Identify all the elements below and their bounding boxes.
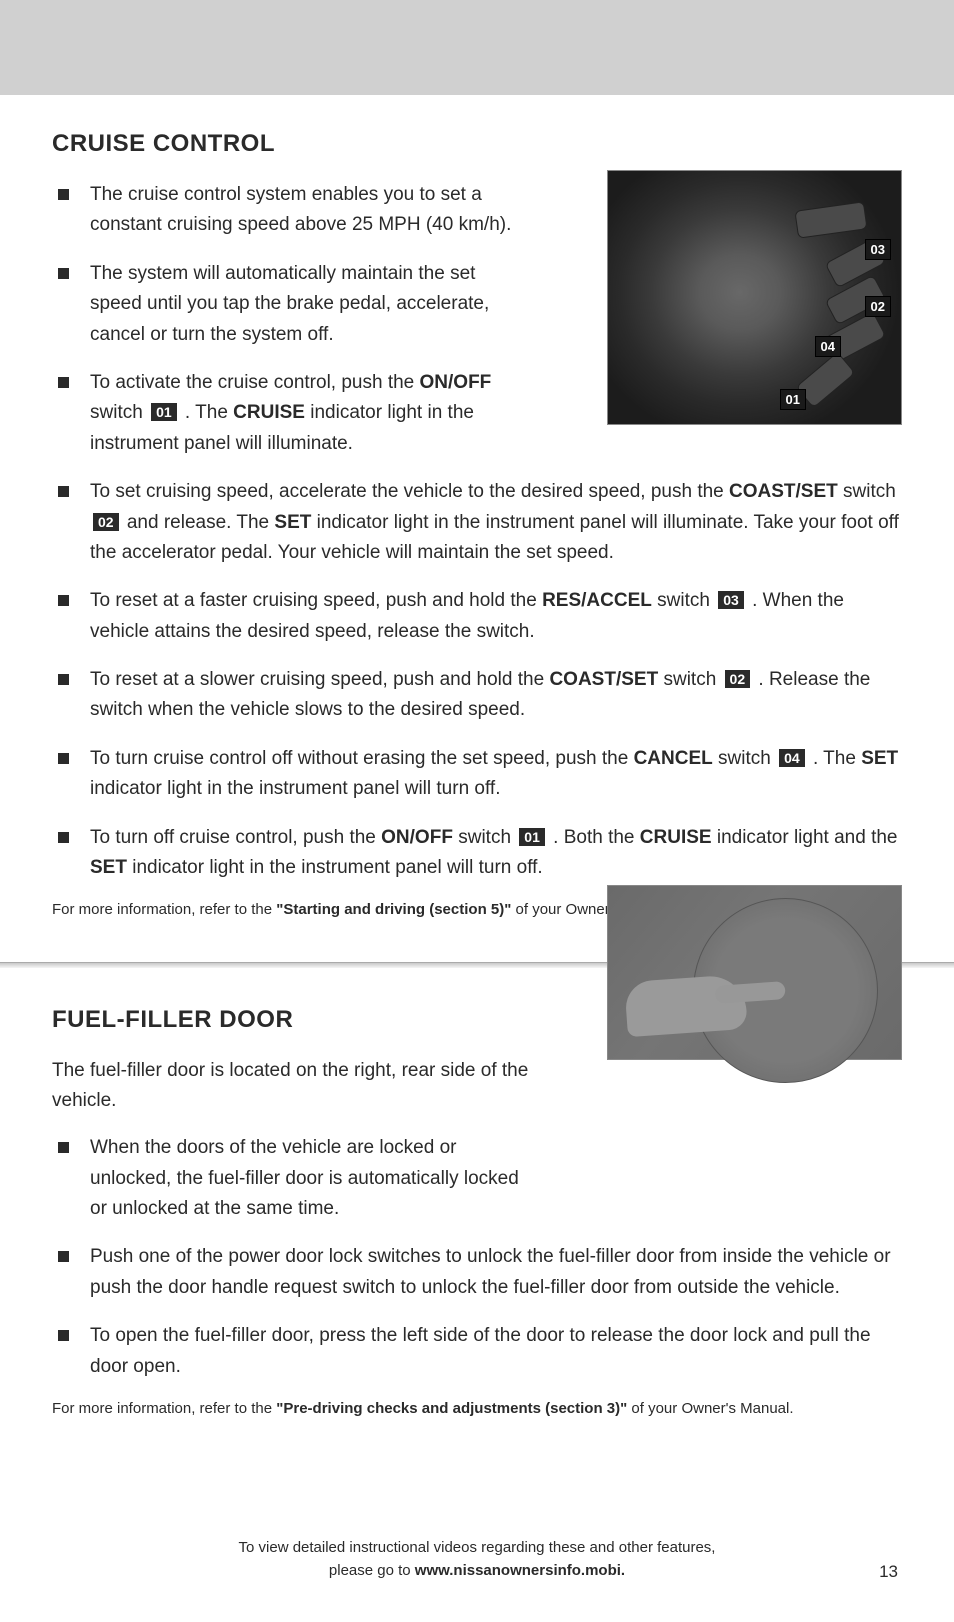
bold-text: RES/ACCEL	[542, 590, 652, 611]
bold-text: COAST/SET	[729, 481, 838, 502]
text: . The	[180, 402, 234, 423]
text: switch	[838, 481, 896, 502]
list-item: When the doors of the vehicle are locked…	[52, 1133, 522, 1224]
text: To activate the cruise control, push the	[90, 372, 420, 393]
text: To reset at a slower cruising speed, pus…	[90, 669, 549, 690]
bold-text: SET	[861, 748, 898, 769]
list-item: The cruise control system enables you to…	[52, 180, 522, 241]
callout-box: 02	[725, 670, 751, 688]
footer-text: please go to	[329, 1562, 415, 1579]
bold-text: SET	[90, 857, 127, 878]
content-area: CRUISE CONTROL The cruise control system…	[0, 95, 954, 962]
page-number: 13	[879, 1562, 898, 1582]
cruise-control-list: The cruise control system enables you to…	[52, 180, 902, 883]
bold-text: ON/OFF	[420, 372, 492, 393]
section-title: FUEL-FILLER DOOR	[52, 1006, 902, 1034]
text: . The	[808, 748, 862, 769]
list-item: To turn off cruise control, push the ON/…	[52, 823, 902, 884]
bold-text: CANCEL	[634, 748, 713, 769]
list-item: To set cruising speed, accelerate the ve…	[52, 477, 902, 568]
text: To reset at a faster cruising speed, pus…	[90, 590, 542, 611]
list-item: To reset at a slower cruising speed, pus…	[52, 665, 902, 726]
footnote-bold: "Pre-driving checks and adjustments (sec…	[276, 1400, 627, 1417]
list-item: To activate the cruise control, push the…	[52, 368, 522, 459]
fuel-filler-list: When the doors of the vehicle are locked…	[52, 1133, 902, 1382]
cruise-control-section: CRUISE CONTROL The cruise control system…	[52, 130, 902, 962]
footer-line-1: To view detailed instructional videos re…	[0, 1537, 954, 1560]
section-title: CRUISE CONTROL	[52, 130, 902, 158]
fuel-filler-section: FUEL-FILLER DOOR The fuel-filler door is…	[52, 1006, 902, 1461]
text: switch	[90, 402, 148, 423]
text: indicator light in the instrument panel …	[127, 857, 543, 878]
footnote: For more information, refer to the "Pre-…	[52, 1400, 902, 1441]
list-item: The system will automatically maintain t…	[52, 259, 522, 350]
footnote-text: of your Owner's Manual.	[627, 1400, 793, 1417]
callout-box: 01	[151, 403, 177, 421]
callout-box: 02	[93, 513, 119, 531]
page: 03 02 04 01 CRUISE CONTROL The cruise co…	[0, 0, 954, 1622]
footnote-text: For more information, refer to the	[52, 901, 276, 918]
list-item: Push one of the power door lock switches…	[52, 1242, 902, 1303]
footnote-text: For more information, refer to the	[52, 1400, 276, 1417]
bold-text: CRUISE	[233, 402, 305, 423]
text: indicator light in the instrument panel …	[90, 778, 500, 799]
list-item: To open the fuel-filler door, press the …	[52, 1321, 902, 1382]
text: switch	[652, 590, 715, 611]
text: To set cruising speed, accelerate the ve…	[90, 481, 729, 502]
text: and release. The	[122, 512, 275, 533]
text: switch	[713, 748, 776, 769]
footer-url: www.nissanownersinfo.mobi.	[415, 1562, 625, 1579]
callout-box: 03	[718, 591, 744, 609]
bold-text: SET	[274, 512, 311, 533]
text: indicator light and the	[712, 827, 898, 848]
text: To turn cruise control off without erasi…	[90, 748, 634, 769]
top-bar	[0, 0, 954, 95]
text: . Both the	[548, 827, 640, 848]
intro-paragraph: The fuel-filler door is located on the r…	[52, 1056, 532, 1115]
list-item: To turn cruise control off without erasi…	[52, 744, 902, 805]
bold-text: COAST/SET	[549, 669, 658, 690]
text: switch	[658, 669, 721, 690]
text: switch	[453, 827, 516, 848]
bold-text: ON/OFF	[381, 827, 453, 848]
callout-box: 04	[779, 749, 805, 767]
text: To turn off cruise control, push the	[90, 827, 381, 848]
footer-line-2: please go to www.nissanownersinfo.mobi.	[0, 1560, 954, 1583]
content-area-2: FUEL-FILLER DOOR The fuel-filler door is…	[0, 968, 954, 1461]
list-item: To reset at a faster cruising speed, pus…	[52, 586, 902, 647]
footnote-bold: "Starting and driving (section 5)"	[276, 901, 511, 918]
callout-box: 01	[519, 828, 545, 846]
page-footer: To view detailed instructional videos re…	[0, 1537, 954, 1582]
bold-text: CRUISE	[640, 827, 712, 848]
